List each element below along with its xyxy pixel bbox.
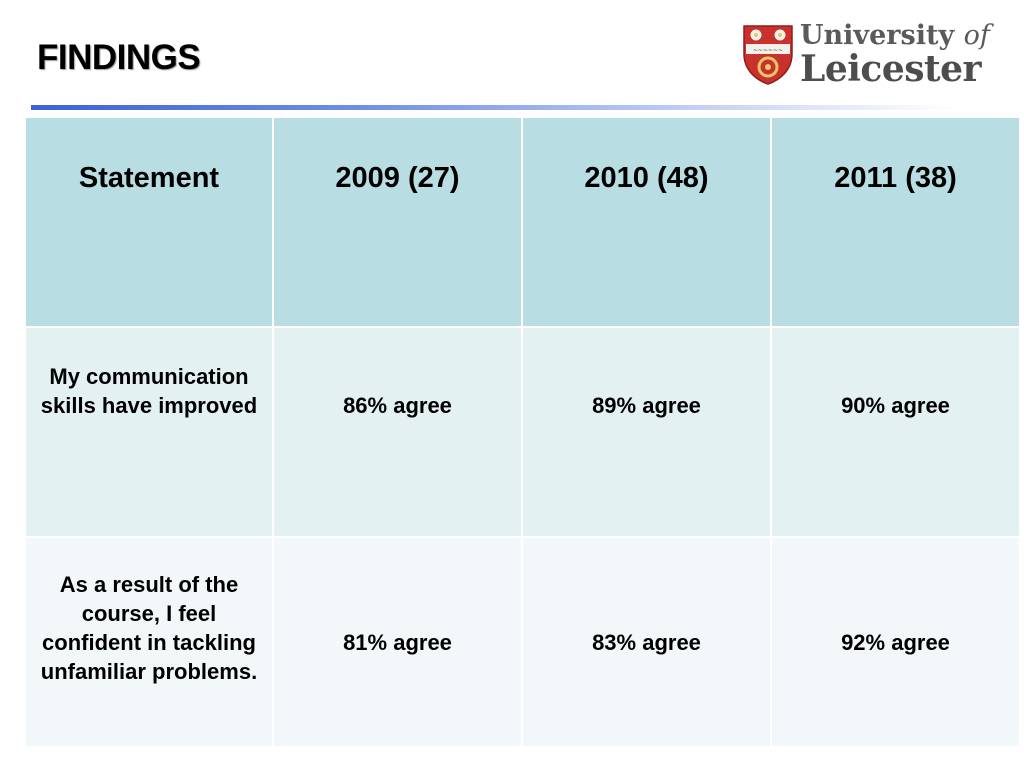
wordmark-university: University — [800, 20, 955, 51]
university-logo: ~~~~~~ University of Leicester — [742, 20, 1002, 90]
header-statement: Statement — [24, 116, 274, 328]
table-row: As a result of the course, I feel confid… — [24, 536, 1021, 748]
value-cell: 90% agree — [770, 326, 1021, 538]
header-2011: 2011 (38) — [770, 116, 1021, 328]
value-cell: 92% agree — [770, 536, 1021, 748]
statement-cell: As a result of the course, I feel confid… — [24, 536, 274, 748]
value-cell: 86% agree — [272, 326, 523, 538]
university-wordmark: University of Leicester — [800, 20, 1000, 90]
findings-table: Statement 2009 (27) 2010 (48) 2011 (38) … — [24, 116, 1021, 748]
university-crest-icon: ~~~~~~ — [743, 25, 793, 85]
slide-title: FINDINGS — [37, 38, 201, 77]
table-header-row: Statement 2009 (27) 2010 (48) 2011 (38) — [24, 116, 1021, 328]
value-cell: 83% agree — [521, 536, 772, 748]
table-row: My communication skills have improved 86… — [24, 326, 1021, 538]
wordmark-leicester: Leicester — [800, 48, 981, 90]
title-divider — [31, 105, 955, 110]
svg-text:~~~~~~: ~~~~~~ — [753, 47, 783, 54]
value-cell: 81% agree — [272, 536, 523, 748]
wordmark-of: of — [963, 20, 990, 51]
header-2009: 2009 (27) — [272, 116, 523, 328]
header-2010: 2010 (48) — [521, 116, 772, 328]
statement-cell: My communication skills have improved — [24, 326, 274, 538]
value-cell: 89% agree — [521, 326, 772, 538]
